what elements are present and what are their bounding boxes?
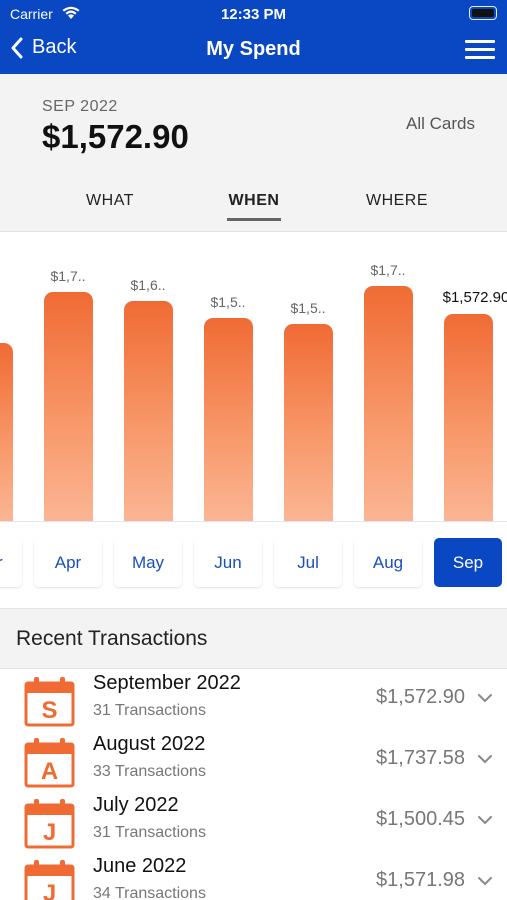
chart-bar-label-jul: $1,5.. [290,300,326,317]
back-button[interactable]: Back [10,36,76,59]
calendar-icon: S [24,677,75,727]
wifi-icon [62,6,80,19]
transaction-group-row[interactable]: A August 2022 33 Transactions $1,737.58 [0,731,507,792]
total-amount: $1,572.90 [42,118,189,155]
spend-summary: SEP 2022 $1,572.90 All Cards WHAT WHEN W… [0,74,507,232]
spend-tabs: WHAT WHEN WHERE [0,190,507,224]
recent-transactions-title: Recent Transactions [16,627,208,650]
transaction-group-row[interactable]: J June 2022 34 Transactions $1,571.98 [0,853,507,900]
transaction-month: August 2022 [93,733,206,755]
calendar-letter: A [41,758,58,785]
calendar-icon: J [24,860,75,900]
chart-bar-mar[interactable] [0,343,13,521]
calendar-letter: J [43,880,56,900]
month-button-jun[interactable]: Jun [194,538,262,587]
calendar-letter: S [41,697,57,724]
back-label: Back [32,36,77,58]
chart-bar-sep[interactable] [443,313,493,521]
month-button-mar[interactable]: Mar [0,538,22,587]
transaction-count: 34 Transactions [93,885,206,900]
chart-bar-label-aug: $1,7.. [370,261,406,278]
transaction-count: 33 Transactions [93,763,206,780]
transaction-amount: $1,572.90 [376,686,465,708]
spend-bar-chart: $1,7.. $1,6.. $1,5.. $1,5.. $1,7.. $1,572.90 [0,232,507,522]
tab-where[interactable]: WHERE [365,192,429,209]
tab-when[interactable]: WHEN [228,192,280,209]
chart-bar-may[interactable] [123,300,173,521]
transaction-month: July 2022 [93,794,179,816]
chart-bar-jul[interactable] [283,324,333,521]
transaction-month: June 2022 [93,855,187,877]
chevron-down-icon[interactable] [477,754,493,764]
transaction-count: 31 Transactions [93,702,206,719]
status-time: 12:33 PM [220,6,287,23]
month-button-apr[interactable]: Apr [34,538,102,587]
chart-bar-label-apr: $1,7.. [50,268,86,284]
chevron-down-icon[interactable] [477,876,493,886]
chart-bar-label-sep: $1,572.90 [442,288,507,306]
chevron-left-icon [11,37,23,58]
chevron-down-icon[interactable] [477,693,493,703]
calendar-icon: J [24,799,75,849]
page-title: My Spend [206,38,301,60]
transaction-amount: $1,737.58 [376,747,465,769]
chart-bar-apr[interactable] [43,292,93,521]
active-tab-indicator [227,218,281,221]
app-header: Carrier 12:33 PM Back My Spend [0,0,507,74]
chart-bar-aug[interactable] [363,285,413,521]
nav-bar: Back My Spend [0,28,507,74]
transaction-amount: $1,500.45 [376,808,465,830]
month-button-may[interactable]: May [114,538,182,587]
transaction-group-row[interactable]: S September 2022 31 Transactions $1,572.90 [0,670,507,731]
cards-filter-button[interactable]: All Cards [406,114,475,133]
carrier-label: Carrier [10,6,53,22]
month-button-aug[interactable]: Aug [354,538,422,587]
status-bar: Carrier 12:33 PM [0,0,507,28]
chart-bar-jun[interactable] [203,317,253,521]
transaction-group-row[interactable]: J July 2022 31 Transactions $1,500.45 [0,792,507,853]
transaction-month: September 2022 [93,672,241,694]
tab-what[interactable]: WHAT [86,192,134,209]
month-button-jul[interactable]: Jul [274,538,342,587]
chart-bar-label-may: $1,6.. [130,276,166,293]
chevron-down-icon[interactable] [477,815,493,825]
recent-transactions-header: Recent Transactions [0,608,507,669]
month-button-sep[interactable]: Sep [434,538,502,587]
period-label: SEP 2022 [42,98,118,115]
chart-bar-label-jun: $1,5.. [210,293,246,310]
calendar-icon: A [24,738,75,788]
calendar-letter: J [43,819,56,846]
transaction-amount: $1,571.98 [376,869,465,891]
menu-button[interactable] [465,40,495,60]
battery-icon [469,6,497,20]
transaction-count: 31 Transactions [93,824,206,841]
